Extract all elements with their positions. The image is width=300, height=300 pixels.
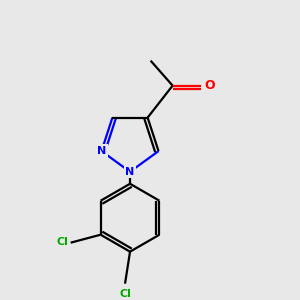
Text: Cl: Cl <box>119 289 131 298</box>
Text: O: O <box>204 79 215 92</box>
Text: Cl: Cl <box>57 237 69 247</box>
Text: N: N <box>97 146 106 156</box>
Text: N: N <box>125 167 135 177</box>
